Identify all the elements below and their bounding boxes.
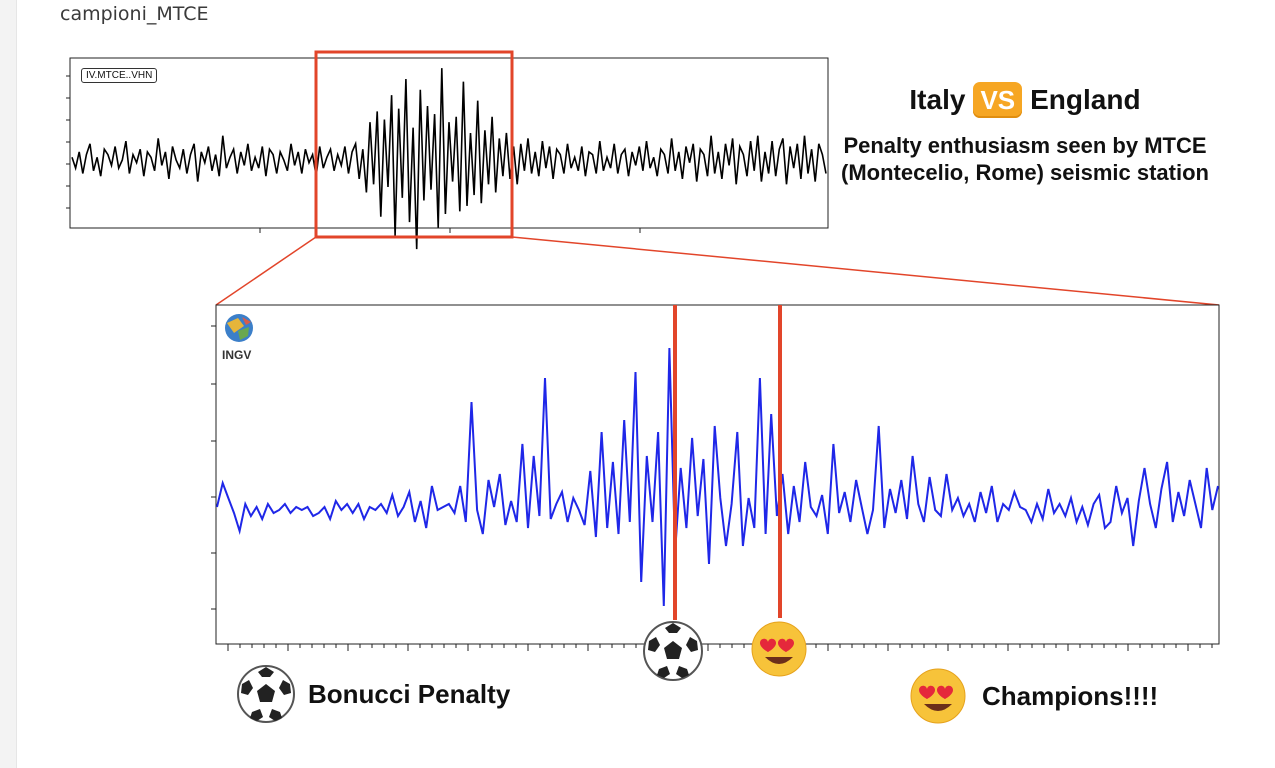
team-a: Italy <box>909 84 966 115</box>
overview-plot <box>66 50 829 250</box>
station-label: IV.MTCE..VHN <box>81 68 158 83</box>
champions-annotation: Champions!!!! <box>910 668 1158 724</box>
soccer-ball-patch <box>676 666 689 678</box>
image-caption: campioni_MTCE <box>60 3 209 25</box>
penalty-label: Bonucci Penalty <box>308 678 511 709</box>
zoom-connector-lines <box>215 236 1220 306</box>
title-row: Italy VS England <box>835 82 1215 118</box>
emoji-heart-eye <box>778 638 794 652</box>
globe-icon <box>225 314 253 342</box>
overview-frame <box>69 57 829 229</box>
zoomed-plot <box>211 304 1220 681</box>
zoom-highlight-box <box>314 50 514 239</box>
soccer-ball-patch <box>648 637 660 652</box>
soccer-ball-patch <box>657 666 670 678</box>
figure-title-block: Italy VS England Penalty enthusiasm seen… <box>835 82 1215 186</box>
zoom-connector-left <box>215 236 317 306</box>
zoom-connector-right <box>511 236 1220 306</box>
penalty-annotation: Bonucci Penalty <box>236 664 510 724</box>
emoji-heart-eye <box>760 638 776 652</box>
soccer-ball-icon <box>237 665 295 723</box>
overview-trace <box>71 68 827 250</box>
emoji-face <box>751 621 807 677</box>
vs-badge: VS <box>973 82 1023 118</box>
soccer-ball-patch <box>664 641 682 659</box>
zoom-trace <box>216 347 1219 607</box>
team-b: England <box>1030 84 1141 115</box>
heart-eyes-emoji-icon <box>751 621 807 677</box>
figure-subtitle: Penalty enthusiasm seen by MTCE (Montece… <box>841 133 1209 185</box>
soccer-ball-patch <box>686 637 698 652</box>
soccer-ball-patch <box>665 623 681 633</box>
heart-eyes-emoji-icon <box>910 668 966 724</box>
emoji-mouth <box>765 657 793 664</box>
champions-label: Champions!!!! <box>982 680 1159 711</box>
page-left-margin <box>0 0 17 768</box>
ingv-logo: INGV <box>222 313 256 362</box>
ingv-logo-text: INGV <box>222 348 252 362</box>
soccer-ball-icon <box>643 621 703 681</box>
